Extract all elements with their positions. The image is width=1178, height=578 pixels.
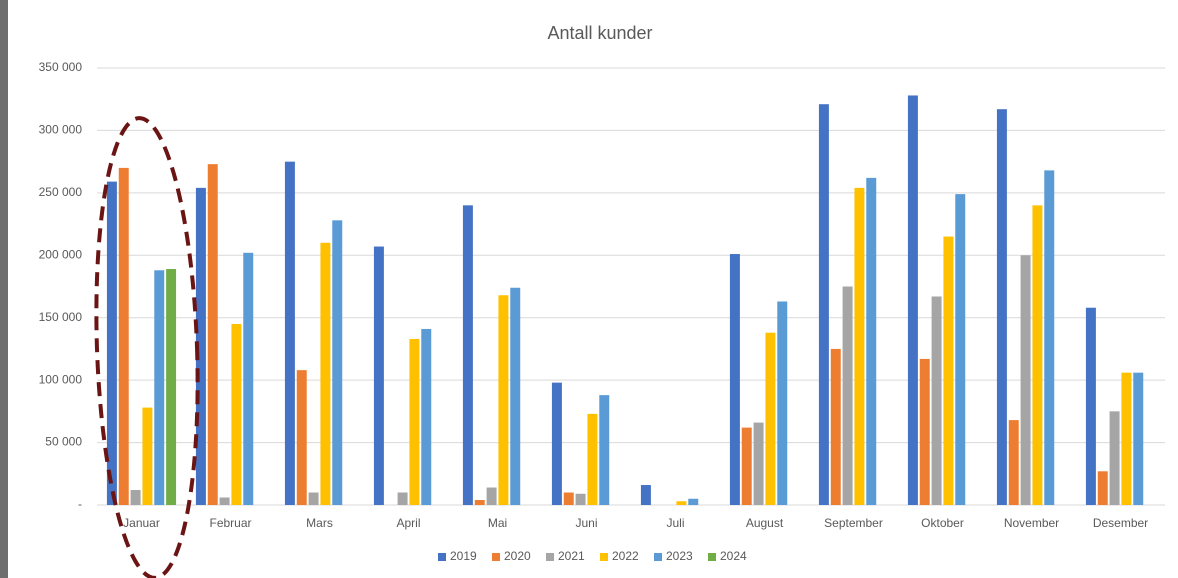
bar (842, 286, 853, 505)
y-tick-label: 300 000 (39, 123, 83, 137)
bar (1020, 255, 1031, 505)
bar (818, 104, 829, 506)
x-tick-label: Juni (575, 516, 597, 530)
x-tick-label: Februar (209, 516, 251, 530)
legend-swatch (654, 553, 662, 561)
bar (587, 413, 598, 505)
bar (830, 348, 841, 505)
bar (1133, 372, 1144, 505)
bar (919, 358, 930, 505)
legend-label: 2020 (504, 549, 531, 563)
y-tick-label: - (78, 497, 82, 511)
x-tick-label: Oktober (921, 516, 964, 530)
y-tick-label: 350 000 (39, 60, 83, 74)
bar (284, 161, 295, 505)
bar (741, 427, 752, 505)
legend-swatch (492, 553, 500, 561)
bar (1097, 471, 1108, 505)
bar (462, 205, 473, 506)
bar (729, 254, 740, 505)
bar (777, 301, 788, 505)
legend-swatch (438, 553, 446, 561)
bar (599, 395, 610, 505)
left-edge (0, 0, 8, 578)
bar (575, 493, 586, 505)
bar (373, 246, 384, 505)
legend-label: 2022 (612, 549, 639, 563)
legend-swatch (546, 553, 554, 561)
bar (943, 236, 954, 506)
bar (551, 382, 562, 505)
bar (421, 328, 432, 505)
x-tick-label: August (746, 516, 784, 530)
bar (130, 490, 141, 505)
bar (854, 187, 865, 505)
bar (397, 492, 408, 505)
bar (231, 323, 242, 505)
bar (563, 492, 574, 505)
x-tick-label: Desember (1093, 516, 1148, 530)
x-tick-label: Mars (306, 516, 333, 530)
bar (955, 194, 966, 505)
y-tick-label: 50 000 (45, 435, 82, 449)
y-tick-label: 250 000 (39, 185, 83, 199)
bar (486, 487, 497, 505)
bar (907, 95, 918, 506)
legend-label: 2023 (666, 549, 693, 563)
x-tick-label: Mai (488, 516, 507, 530)
bar (640, 485, 651, 505)
bar (866, 177, 877, 506)
x-tick-label: April (396, 516, 420, 530)
x-tick-label: Januar (123, 516, 160, 530)
bar (296, 370, 307, 505)
bar (207, 164, 218, 505)
bar (1032, 205, 1043, 506)
bar (753, 422, 764, 505)
bar (688, 498, 699, 505)
bar (1008, 420, 1019, 505)
bar (1085, 307, 1096, 505)
bar (1121, 372, 1132, 505)
bar (409, 338, 420, 505)
x-tick-label: Juli (666, 516, 684, 530)
bar (118, 167, 129, 505)
bar (243, 252, 254, 505)
bar (154, 270, 165, 505)
x-tick-label: November (1004, 516, 1059, 530)
bar (1044, 170, 1055, 505)
bar (510, 287, 521, 505)
bar (474, 500, 485, 505)
bar (320, 242, 331, 506)
bar (931, 296, 942, 505)
chart-title: Antall kunder (547, 23, 652, 43)
bar (142, 407, 153, 505)
legend-label: 2019 (450, 549, 477, 563)
bar (676, 501, 687, 505)
bar (1109, 411, 1120, 505)
y-tick-label: 200 000 (39, 247, 83, 261)
bar (219, 497, 230, 505)
bar (308, 492, 319, 505)
bar (332, 220, 343, 505)
bar (498, 295, 509, 505)
legend-label: 2021 (558, 549, 585, 563)
y-tick-label: 150 000 (39, 310, 83, 324)
legend-label: 2024 (720, 549, 747, 563)
bar (765, 332, 776, 505)
plot: - 50 000 100 000 150 000 200 000 250 000 300 0… (39, 60, 1165, 563)
legend-swatch (708, 553, 716, 561)
legend-swatch (600, 553, 608, 561)
x-tick-label: September (824, 516, 883, 530)
y-tick-label: 100 000 (39, 372, 83, 386)
bar (195, 187, 206, 505)
bar (996, 109, 1007, 506)
bar (166, 269, 177, 505)
bar (106, 181, 117, 505)
